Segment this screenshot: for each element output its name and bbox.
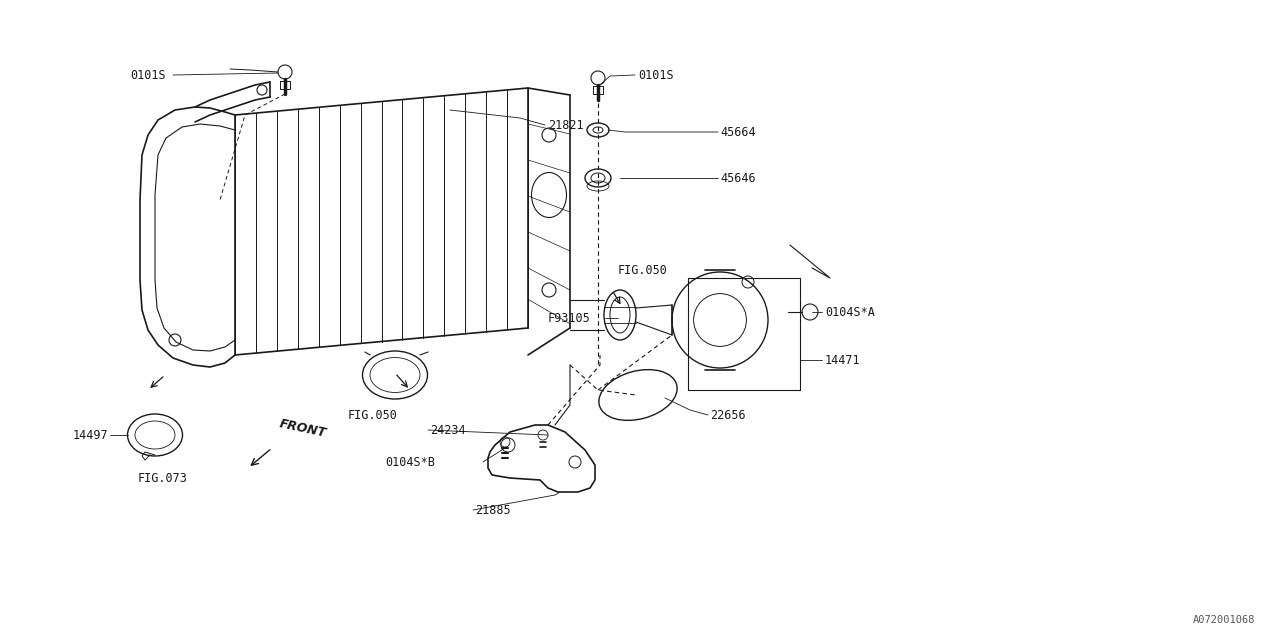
- Text: 14471: 14471: [826, 353, 860, 367]
- Text: 22656: 22656: [710, 408, 746, 422]
- Text: 0104S*B: 0104S*B: [385, 456, 435, 468]
- Text: 24234: 24234: [430, 424, 466, 436]
- Text: FRONT: FRONT: [278, 417, 328, 440]
- Text: A072001068: A072001068: [1193, 615, 1254, 625]
- Text: 0101S: 0101S: [131, 68, 165, 81]
- Text: F93105: F93105: [548, 312, 591, 324]
- Text: FIG.050: FIG.050: [348, 408, 398, 422]
- Text: 21821: 21821: [548, 118, 584, 131]
- Text: 45646: 45646: [719, 172, 755, 184]
- Text: FIG.050: FIG.050: [618, 264, 668, 276]
- Text: FIG.073: FIG.073: [138, 472, 188, 484]
- Text: 21885: 21885: [475, 504, 511, 516]
- Text: 0101S: 0101S: [637, 68, 673, 81]
- Text: 0104S*A: 0104S*A: [826, 305, 874, 319]
- Text: 45664: 45664: [719, 125, 755, 138]
- Text: 14497: 14497: [73, 429, 108, 442]
